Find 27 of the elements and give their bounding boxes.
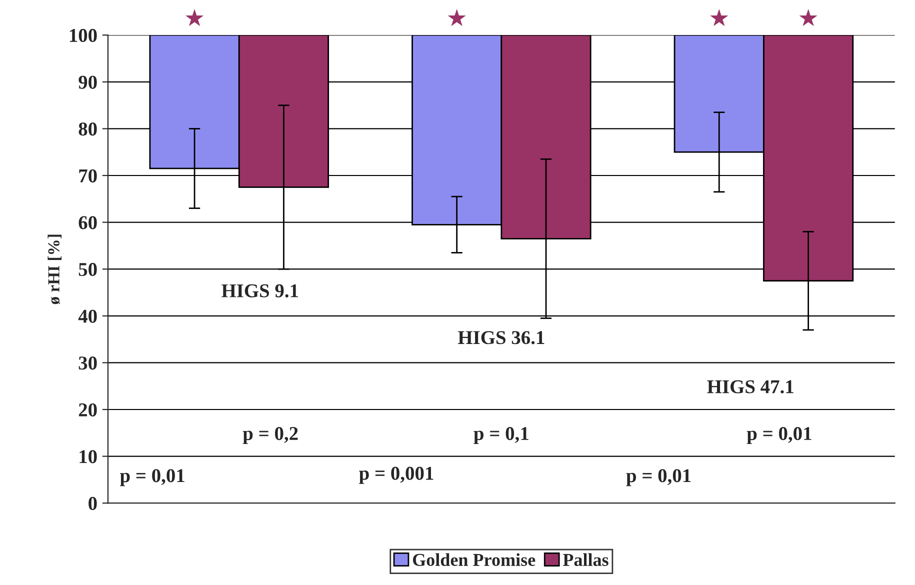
annotation: p = 0,01 (746, 426, 812, 444)
y-tick-label: 90 (78, 76, 97, 89)
data-label: ★ (799, 8, 818, 26)
annotation: HIGS 36.1 (458, 331, 544, 344)
annotation: p = 0,2 (242, 426, 298, 444)
y-tick-label: 20 (78, 403, 97, 416)
annotation: HIGS 9.1 (222, 284, 298, 298)
data-label: ★ (710, 8, 728, 26)
annotation: p = 0,01 (120, 469, 184, 486)
data-label: ★ (448, 8, 466, 26)
data-label: ★ (185, 8, 204, 26)
annotation: p = 0,001 (359, 466, 434, 484)
y-tick-label: 0 (88, 496, 97, 510)
y-tick-label: 30 (78, 356, 97, 370)
y-tick-label: 40 (78, 310, 97, 323)
legend-label: Golden Promise (412, 553, 536, 566)
y-tick-label: 10 (80, 450, 97, 464)
annotation: p = 0,01 (626, 469, 691, 486)
y-tick-label: 60 (78, 216, 97, 230)
y-tick-label: 80 (78, 122, 97, 136)
y-tick-label: 70 (79, 169, 97, 182)
annotation: HIGS 47.1 (707, 380, 794, 394)
legend-label: Pallas (563, 553, 608, 566)
y-axis-title: ø rHI [%] (48, 234, 62, 304)
annotation: p = 0,1 (474, 426, 528, 444)
y-tick-label: 50 (78, 262, 97, 276)
y-tick-label: 100 (70, 28, 97, 42)
